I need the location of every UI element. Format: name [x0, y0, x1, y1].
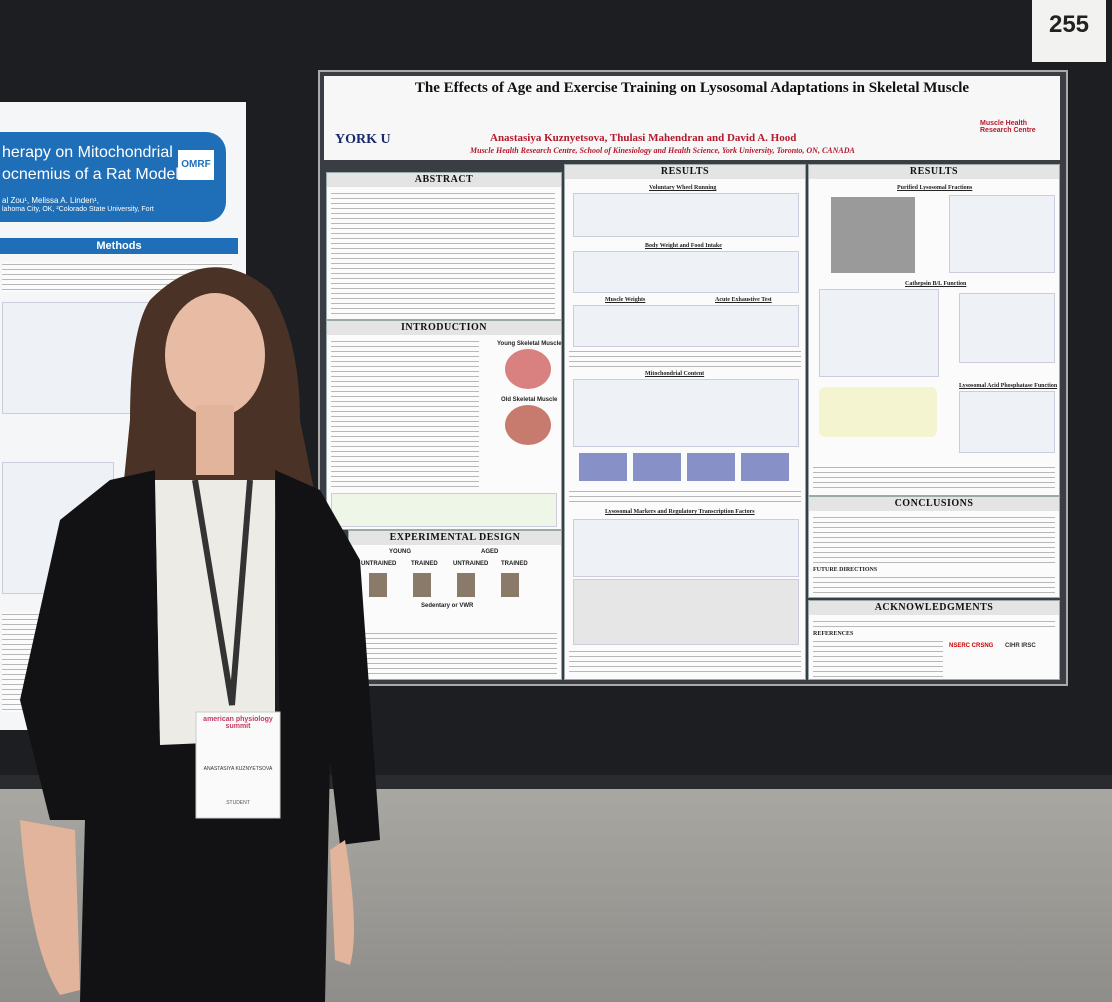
section-heading: ACKNOWLEDGMENTS — [809, 601, 1059, 615]
text-block — [813, 575, 1055, 595]
condition-label: Sedentary or VWR — [421, 603, 474, 609]
muscle-figure — [505, 349, 551, 389]
mhrc-logo: Muscle Health Research Centre — [980, 120, 1036, 134]
methods-heading: Methods — [0, 238, 238, 254]
section-heading: RESULTS — [809, 165, 1059, 179]
design-panel: EXPERIMENTAL DESIGN YOUNG AGED UNTRAINED… — [348, 530, 562, 680]
figure — [573, 251, 799, 293]
hand — [330, 840, 354, 965]
caption — [569, 649, 801, 673]
omrf-logo: OMRF — [178, 150, 214, 180]
left-poster-affiliation: lahoma City, OK, ²Colorado State Univers… — [2, 206, 154, 213]
text-block — [813, 515, 1055, 565]
poster-title: The Effects of Age and Exercise Training… — [414, 80, 970, 96]
section-heading: INTRODUCTION — [327, 321, 561, 335]
group-label: UNTRAINED — [361, 561, 397, 567]
figure — [819, 289, 939, 377]
badge-role: STUDENT — [226, 800, 250, 806]
text-block — [331, 339, 479, 489]
figure-heading: Muscle Weights — [605, 297, 646, 303]
left-poster-title: ocnemius of a Rat Model — [2, 166, 179, 183]
figure — [949, 195, 1055, 273]
figure — [959, 293, 1055, 363]
text-block — [813, 619, 1055, 627]
muscle-figure — [505, 405, 551, 445]
board-number: 255 — [1032, 0, 1106, 62]
left-poster-authors: al Zou¹, Melissa A. Linden¹, — [2, 196, 99, 205]
assay-diagram — [819, 387, 937, 437]
section-heading: EXPERIMENTAL DESIGN — [349, 531, 561, 545]
figure-heading: Cathepsin B/L Function — [905, 281, 967, 287]
figure — [573, 379, 799, 447]
section-heading: CONCLUSIONS — [809, 497, 1059, 511]
group-label: TRAINED — [411, 561, 438, 567]
text-block — [813, 639, 943, 677]
results-panel: RESULTS Purified Lysosomal Fractions Cat… — [808, 164, 1060, 496]
text-block — [353, 631, 557, 675]
nserc-logo: NSERC CRSNG — [949, 643, 994, 649]
figure — [959, 391, 1055, 453]
figure-heading: Lysosomal Acid Phosphatase Function — [959, 383, 1058, 389]
figure-heading: Purified Lysosomal Fractions — [897, 185, 973, 191]
blazer — [20, 470, 380, 1002]
micrographs — [579, 453, 793, 481]
poster-affiliation: Muscle Health Research Centre, School of… — [470, 146, 855, 155]
section-heading: ABSTRACT — [327, 173, 561, 187]
subheading: REFERENCES — [813, 631, 854, 637]
badge-name: ANASTASIYA KUZNYETSOVA — [203, 766, 273, 772]
badge — [195, 711, 281, 819]
badge-event: american physiology summit — [203, 716, 273, 730]
figure — [573, 519, 799, 577]
conclusion-panel: CONCLUSIONS FUTURE DIRECTIONS — [808, 496, 1060, 598]
rat-icons — [369, 573, 539, 597]
abstract-panel: ABSTRACT — [326, 172, 562, 320]
subheading: FUTURE DIRECTIONS — [813, 567, 878, 573]
caption — [569, 489, 801, 503]
pathway-figure — [331, 493, 557, 527]
figure-label: Old Skeletal Muscle — [501, 397, 558, 403]
figure — [573, 305, 799, 347]
poster-authors: Anastasiya Kuznyetsova, Thulasi Mahendra… — [490, 132, 797, 144]
neck — [196, 405, 234, 475]
left-poster-title: herapy on Mitochondrial — [2, 144, 173, 161]
figure-label: Young Skeletal Muscle — [497, 341, 562, 347]
figure-heading: Acute Exhaustive Test — [715, 297, 772, 303]
face — [165, 293, 265, 417]
lanyard — [192, 479, 253, 706]
figure-heading: Body Weight and Food Intake — [645, 243, 722, 249]
introduction-panel: INTRODUCTION Young Skeletal Muscle Old S… — [326, 320, 562, 530]
acknowledgments-panel: ACKNOWLEDGMENTS REFERENCES NSERC CRSNG C… — [808, 600, 1060, 680]
poster-header — [324, 76, 1060, 160]
group-label: TRAINED — [501, 561, 528, 567]
main-poster: The Effects of Age and Exercise Training… — [318, 70, 1068, 686]
figure-heading: Voluntary Wheel Running — [649, 185, 717, 191]
figure-heading: Mitochondrial Content — [645, 371, 705, 377]
section-heading: RESULTS — [565, 165, 805, 179]
text-block — [331, 191, 555, 315]
figure — [2, 302, 154, 414]
caption — [813, 465, 1055, 489]
results-panel: RESULTS Voluntary Wheel Running Body Wei… — [564, 164, 806, 680]
group-label: UNTRAINED — [453, 561, 489, 567]
tem-image — [831, 197, 915, 273]
figure-heading: Lysosomal Markers and Regulatory Transcr… — [605, 509, 755, 515]
group-label: AGED — [481, 549, 499, 555]
group-label: YOUNG — [389, 549, 412, 555]
caption — [569, 349, 801, 367]
western-blots — [573, 579, 799, 645]
cihr-logo: CIHR IRSC — [1005, 643, 1036, 649]
figure — [573, 193, 799, 237]
hand — [20, 820, 80, 995]
york-logo: YORK U — [335, 132, 391, 147]
